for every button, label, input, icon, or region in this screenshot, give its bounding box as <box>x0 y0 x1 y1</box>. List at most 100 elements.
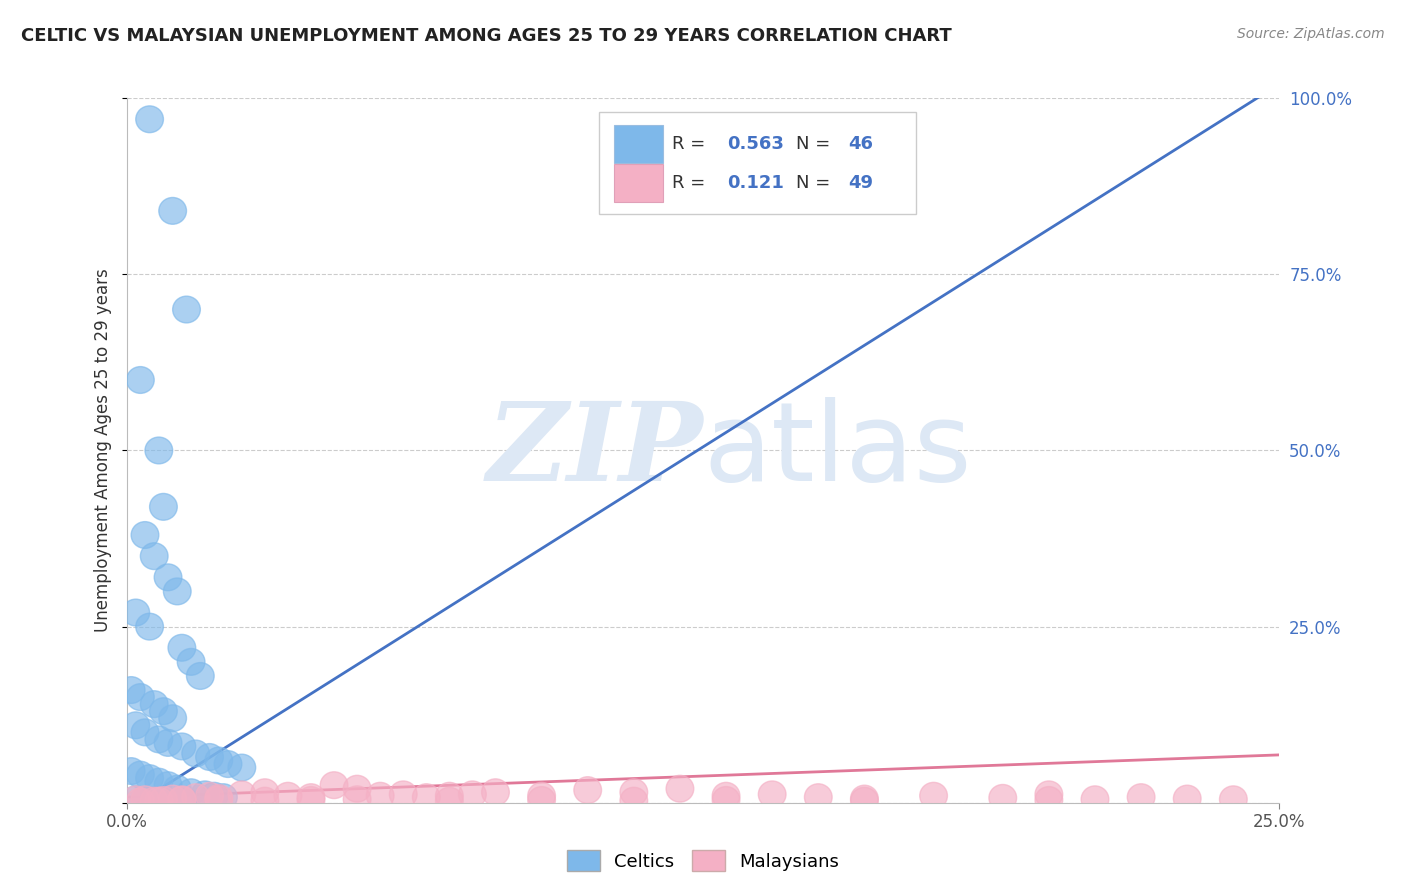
Ellipse shape <box>141 542 169 570</box>
Text: 46: 46 <box>848 135 873 153</box>
Ellipse shape <box>195 744 224 771</box>
Ellipse shape <box>758 781 786 808</box>
Text: N =: N = <box>796 174 837 192</box>
Ellipse shape <box>122 712 149 739</box>
Ellipse shape <box>436 788 463 814</box>
Ellipse shape <box>122 786 149 813</box>
Ellipse shape <box>163 775 191 802</box>
Ellipse shape <box>252 788 278 814</box>
Ellipse shape <box>620 779 648 805</box>
Ellipse shape <box>482 779 509 805</box>
Ellipse shape <box>620 788 648 814</box>
Ellipse shape <box>141 690 169 717</box>
Ellipse shape <box>1174 785 1201 812</box>
Text: 0.563: 0.563 <box>727 135 785 153</box>
Ellipse shape <box>149 788 177 814</box>
Ellipse shape <box>367 782 394 809</box>
Ellipse shape <box>149 787 177 814</box>
Ellipse shape <box>127 788 155 814</box>
Text: ZIP: ZIP <box>486 397 703 504</box>
Ellipse shape <box>169 733 195 760</box>
Ellipse shape <box>343 775 371 802</box>
Ellipse shape <box>131 787 159 814</box>
Ellipse shape <box>389 781 418 808</box>
Ellipse shape <box>145 726 173 753</box>
Ellipse shape <box>436 782 463 809</box>
Ellipse shape <box>1128 784 1154 811</box>
Ellipse shape <box>149 698 177 724</box>
Ellipse shape <box>988 784 1017 811</box>
Ellipse shape <box>155 772 181 798</box>
Ellipse shape <box>122 599 149 626</box>
Ellipse shape <box>145 437 173 464</box>
Ellipse shape <box>181 784 209 811</box>
Ellipse shape <box>169 786 195 813</box>
Ellipse shape <box>297 784 325 811</box>
Ellipse shape <box>117 757 145 784</box>
Ellipse shape <box>187 663 214 690</box>
Ellipse shape <box>458 781 486 808</box>
Ellipse shape <box>136 106 163 133</box>
Ellipse shape <box>131 522 159 549</box>
FancyBboxPatch shape <box>614 125 662 163</box>
Ellipse shape <box>205 784 232 811</box>
Ellipse shape <box>666 775 693 802</box>
Text: CELTIC VS MALAYSIAN UNEMPLOYMENT AMONG AGES 25 TO 29 YEARS CORRELATION CHART: CELTIC VS MALAYSIAN UNEMPLOYMENT AMONG A… <box>21 27 952 45</box>
Ellipse shape <box>122 786 149 813</box>
Ellipse shape <box>169 787 195 814</box>
Text: 49: 49 <box>848 174 873 192</box>
Ellipse shape <box>181 740 209 767</box>
Ellipse shape <box>141 788 169 814</box>
Ellipse shape <box>191 781 219 808</box>
Y-axis label: Unemployment Among Ages 25 to 29 years: Unemployment Among Ages 25 to 29 years <box>94 268 112 632</box>
Ellipse shape <box>214 751 242 778</box>
Ellipse shape <box>412 784 440 811</box>
Ellipse shape <box>177 648 205 675</box>
Ellipse shape <box>145 788 173 814</box>
Ellipse shape <box>1035 787 1063 814</box>
Text: R =: R = <box>672 135 711 153</box>
Ellipse shape <box>169 634 195 661</box>
Ellipse shape <box>713 787 740 814</box>
Ellipse shape <box>117 677 145 704</box>
Ellipse shape <box>527 787 555 814</box>
Ellipse shape <box>173 789 200 815</box>
Legend: Celtics, Malaysians: Celtics, Malaysians <box>560 843 846 879</box>
Ellipse shape <box>159 705 187 731</box>
Ellipse shape <box>804 784 832 811</box>
Ellipse shape <box>343 786 371 813</box>
Text: 0.121: 0.121 <box>727 174 785 192</box>
Ellipse shape <box>851 785 879 812</box>
Ellipse shape <box>252 779 278 805</box>
Ellipse shape <box>163 578 191 605</box>
Ellipse shape <box>159 789 187 815</box>
Ellipse shape <box>274 782 302 809</box>
Ellipse shape <box>177 779 205 805</box>
Ellipse shape <box>920 782 948 809</box>
Text: Source: ZipAtlas.com: Source: ZipAtlas.com <box>1237 27 1385 41</box>
Ellipse shape <box>155 564 181 591</box>
Ellipse shape <box>159 197 187 224</box>
Ellipse shape <box>1035 781 1063 808</box>
Ellipse shape <box>851 788 879 814</box>
Ellipse shape <box>209 784 238 811</box>
Ellipse shape <box>145 768 173 795</box>
Ellipse shape <box>173 296 200 323</box>
Ellipse shape <box>205 786 232 813</box>
Ellipse shape <box>228 781 256 808</box>
Ellipse shape <box>127 683 155 711</box>
Ellipse shape <box>713 782 740 809</box>
Text: N =: N = <box>796 135 837 153</box>
FancyBboxPatch shape <box>599 112 917 214</box>
Ellipse shape <box>149 493 177 520</box>
Ellipse shape <box>136 764 163 791</box>
Ellipse shape <box>131 719 159 746</box>
Ellipse shape <box>141 788 169 814</box>
Ellipse shape <box>574 777 602 804</box>
Ellipse shape <box>1081 786 1109 813</box>
Ellipse shape <box>131 786 159 813</box>
Ellipse shape <box>228 754 256 781</box>
Ellipse shape <box>297 787 325 814</box>
Ellipse shape <box>200 782 228 809</box>
Ellipse shape <box>321 772 347 798</box>
